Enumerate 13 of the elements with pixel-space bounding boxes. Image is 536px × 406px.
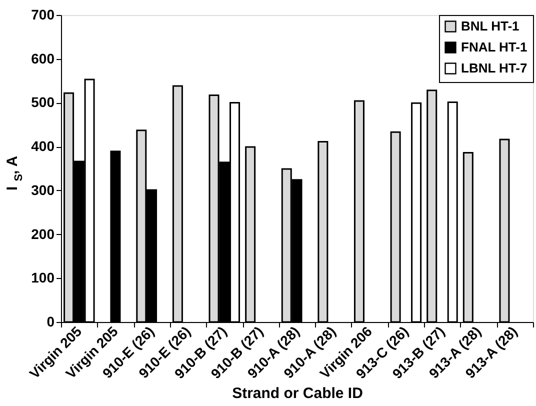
legend-label: FNAL HT-1	[461, 40, 528, 54]
y-tick-label: 0	[46, 314, 55, 330]
x-axis-title: Strand or Cable ID	[232, 384, 364, 402]
y-tick-label: 500	[31, 94, 55, 110]
y-axis-title: IS, A	[4, 156, 25, 191]
y-tick-label: 600	[31, 50, 55, 66]
y-tick-label: 200	[31, 226, 55, 242]
y-tick-label: 700	[31, 6, 55, 22]
y-tick-label: 300	[31, 182, 55, 198]
legend-label: BNL HT-1	[461, 18, 520, 34]
legend-label: LBNL HT-7	[461, 60, 528, 76]
y-tick-label: 100	[31, 270, 55, 286]
y-tick-label: 400	[31, 138, 55, 154]
